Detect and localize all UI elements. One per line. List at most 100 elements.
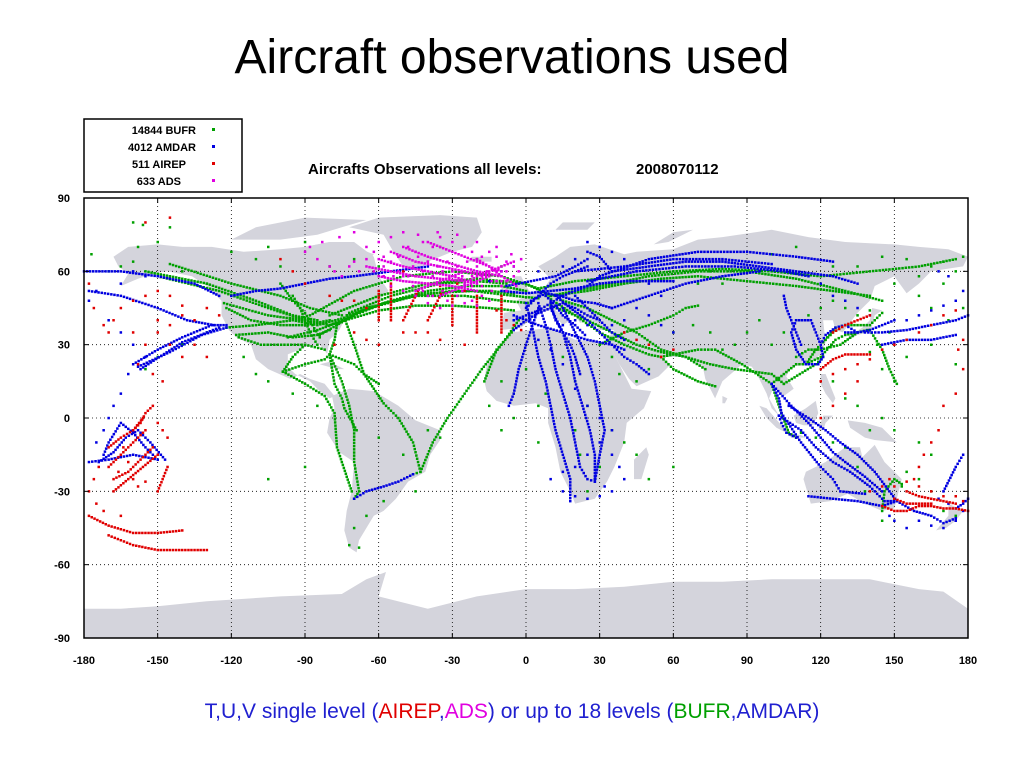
- obs-point-airep: [850, 353, 853, 356]
- obs-point-bufr: [537, 441, 540, 444]
- obs-point-amdar: [561, 306, 565, 310]
- obs-point-bufr: [770, 343, 773, 346]
- obs-point-bufr: [780, 271, 783, 274]
- obs-point-amdar: [524, 314, 528, 317]
- obs-point-amdar: [523, 346, 527, 349]
- obs-point-amdar: [162, 309, 165, 312]
- obs-point-amdar: [858, 477, 862, 481]
- obs-point-bufr: [858, 271, 862, 274]
- obs-point-bufr: [752, 280, 755, 284]
- obs-point-bufr: [288, 368, 291, 371]
- obs-point-airep: [957, 348, 960, 351]
- obs-point-bufr: [883, 353, 886, 357]
- obs-point-ads: [480, 255, 484, 258]
- obs-point-bufr: [357, 311, 360, 314]
- obs-point-amdar: [718, 275, 721, 279]
- obs-point-bufr: [374, 389, 377, 393]
- obs-point-bufr: [288, 298, 291, 301]
- obs-point-bufr: [563, 307, 566, 310]
- obs-point-amdar: [556, 374, 559, 377]
- obs-point-amdar: [637, 365, 641, 368]
- obs-point-airep: [377, 289, 380, 293]
- obs-point-amdar: [721, 257, 724, 261]
- obs-point-bufr: [420, 304, 423, 307]
- obs-point-amdar: [848, 470, 852, 474]
- obs-point-bufr: [370, 385, 374, 388]
- obs-point-bufr: [242, 285, 245, 288]
- obs-point-amdar: [593, 326, 597, 329]
- obs-point-bufr: [804, 286, 807, 289]
- obs-point-amdar: [527, 304, 530, 307]
- obs-point-bufr: [240, 337, 244, 340]
- obs-point-amdar: [559, 386, 563, 389]
- obs-point-amdar: [527, 320, 531, 323]
- obs-point-ads: [448, 278, 451, 281]
- obs-point-airep: [500, 303, 503, 307]
- land-sri-lanka: [722, 396, 728, 404]
- obs-point-amdar: [593, 471, 597, 475]
- obs-point-bufr: [881, 503, 885, 506]
- obs-point-bufr: [788, 276, 792, 280]
- obs-point-amdar: [712, 276, 715, 280]
- obs-point-bufr: [405, 274, 408, 278]
- obs-point-amdar: [370, 488, 374, 491]
- obs-point-ads: [490, 289, 493, 293]
- obs-point-bufr: [337, 313, 340, 316]
- obs-point-amdar: [379, 486, 382, 489]
- obs-point-amdar: [597, 401, 601, 404]
- obs-point-amdar: [600, 333, 604, 337]
- obs-point-ads: [451, 240, 454, 244]
- obs-point-amdar: [856, 306, 859, 310]
- obs-point-amdar: [586, 319, 589, 322]
- obs-point-bufr: [380, 298, 384, 301]
- obs-point-bufr: [352, 448, 356, 451]
- obs-point-bufr: [693, 275, 697, 278]
- obs-point-bufr: [362, 313, 366, 317]
- obs-point-amdar: [604, 281, 608, 285]
- obs-point-amdar: [125, 454, 129, 458]
- obs-point-bufr: [880, 416, 884, 420]
- obs-point-airep: [174, 548, 178, 552]
- obs-point-airep: [917, 504, 921, 508]
- obs-point-ads: [426, 282, 430, 285]
- obs-point-bufr: [339, 297, 342, 300]
- obs-point-bufr: [727, 268, 731, 271]
- obs-point-amdar: [812, 420, 815, 423]
- obs-point-bufr: [485, 374, 488, 377]
- obs-point-amdar: [745, 271, 749, 275]
- obs-point-amdar: [356, 495, 359, 499]
- obs-point-amdar: [850, 327, 853, 331]
- obs-point-amdar: [589, 251, 592, 255]
- obs-point-bufr: [822, 347, 826, 350]
- obs-point-amdar: [745, 250, 749, 254]
- obs-point-ads: [519, 257, 523, 261]
- obs-point-bufr: [704, 268, 708, 271]
- obs-point-airep: [920, 495, 924, 499]
- obs-point-bufr: [895, 479, 899, 482]
- obs-point-bufr: [355, 429, 358, 432]
- obs-point-bufr: [374, 295, 378, 299]
- obs-point-amdar: [596, 302, 599, 306]
- obs-point-airep: [413, 296, 416, 299]
- obs-point-bufr: [254, 299, 258, 302]
- obs-point-amdar: [853, 474, 857, 477]
- obs-point-ads: [374, 267, 377, 270]
- obs-point-amdar: [921, 512, 924, 515]
- obs-point-airep: [166, 436, 169, 439]
- obs-point-ads: [308, 245, 312, 249]
- obs-point-bufr: [351, 312, 354, 315]
- obs-point-amdar: [156, 458, 159, 461]
- obs-point-amdar: [656, 264, 660, 267]
- obs-point-amdar: [773, 388, 776, 391]
- obs-point-ads: [451, 289, 454, 293]
- obs-point-bufr: [573, 314, 577, 317]
- obs-point-bufr: [481, 289, 485, 293]
- obs-point-amdar: [610, 270, 614, 274]
- obs-point-amdar: [558, 276, 562, 280]
- obs-point-amdar: [536, 309, 539, 313]
- obs-point-ads: [500, 270, 503, 273]
- obs-point-airep: [124, 479, 127, 483]
- obs-point-bufr: [187, 278, 190, 282]
- obs-point-amdar: [556, 320, 559, 323]
- obs-point-amdar: [583, 304, 587, 307]
